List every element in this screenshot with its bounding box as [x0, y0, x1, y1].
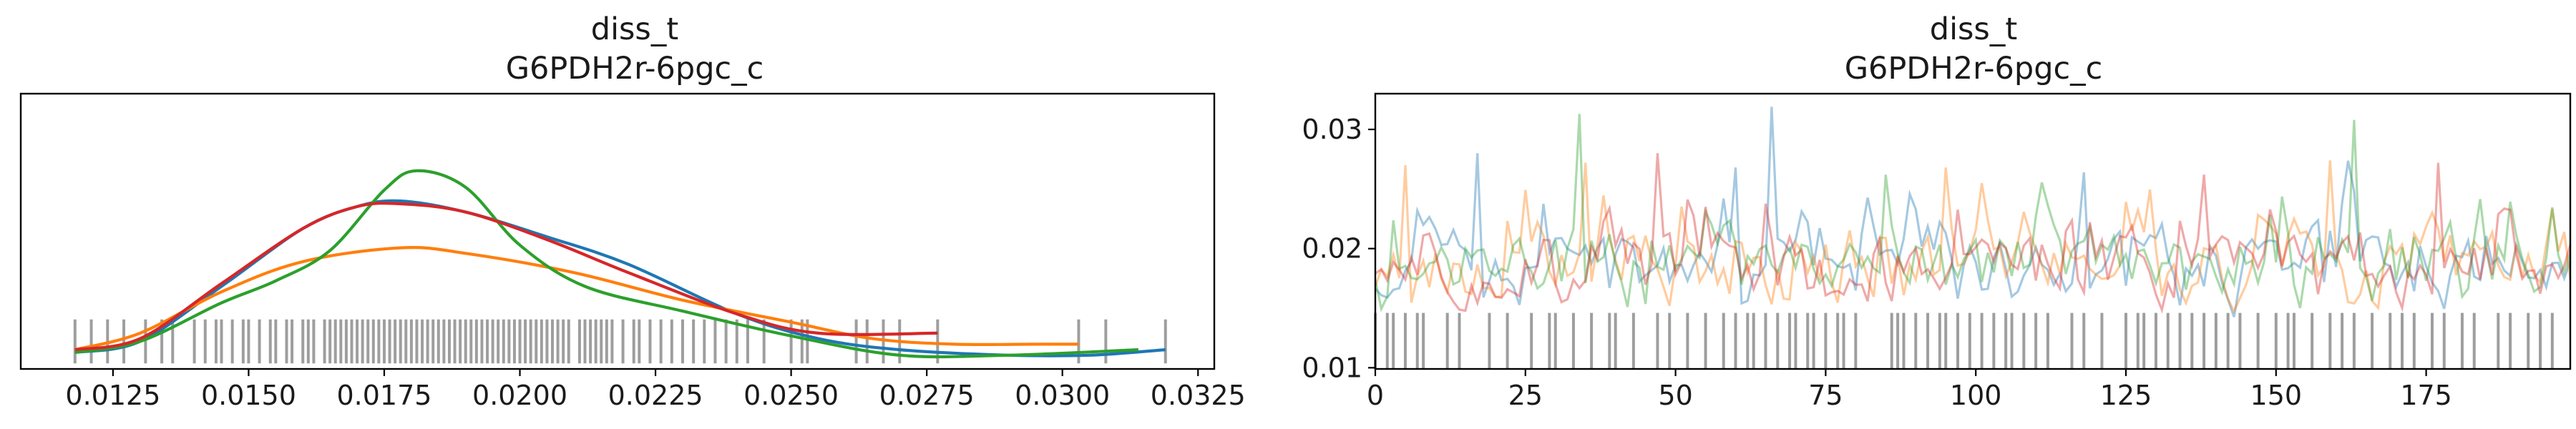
x-tick-label: 0.0175	[336, 380, 431, 411]
kde-curve-chain-1	[74, 246, 1079, 352]
x-tick-label: 125	[2100, 380, 2152, 411]
y-tick-label: 0.02	[1302, 233, 1362, 265]
x-tick-label: 0	[1367, 380, 1384, 411]
x-tick-label: 0.0200	[472, 380, 567, 411]
kde-curve-chain-0	[74, 199, 1166, 358]
kde-curve-chain-3	[74, 202, 938, 352]
kde-panel: diss_t G6PDH2r-6pgc_c 0.0125 0.0150 0.0175…	[19, 11, 1246, 411]
kde-x-axis: 0.0125 0.0150 0.0175 0.0200 0.0225 0.0250 0.02…	[65, 369, 1246, 411]
trace-line-chain-3	[1375, 153, 2572, 314]
x-tick-label: 25	[1508, 380, 1543, 411]
kde-subtitle: G6PDH2r-6pgc_c	[506, 51, 764, 87]
x-tick-label: 0.0125	[65, 380, 160, 411]
x-tick-label: 150	[2250, 380, 2303, 411]
trace-lines	[1374, 107, 2572, 317]
x-tick-label: 0.0250	[743, 380, 839, 411]
y-tick-label: 0.03	[1302, 114, 1362, 145]
trace-line-chain-1	[1374, 160, 2572, 315]
x-tick-label: 0.0150	[201, 380, 296, 411]
trace-panel: diss_t G6PDH2r-6pgc_c 0 25 50 75 100 125 150 17…	[1302, 11, 2572, 411]
x-tick-label: 175	[2400, 380, 2452, 411]
trace-subtitle: G6PDH2r-6pgc_c	[1845, 51, 2103, 87]
y-tick-label: 0.01	[1302, 352, 1362, 383]
x-tick-label: 0.0325	[1151, 380, 1246, 411]
kde-title: diss_t	[591, 11, 678, 47]
kde-curves	[74, 169, 1166, 359]
x-tick-label: 50	[1658, 380, 1692, 411]
trace-axes: 0 25 50 75 100 125 150 175 0.01 0.02 0.03	[1302, 92, 2572, 411]
trace-title: diss_t	[1930, 11, 2017, 47]
trace-plot-frame	[1374, 92, 2572, 370]
trace-line-chain-2	[1374, 114, 2572, 312]
x-tick-label: 100	[1950, 380, 2002, 411]
x-tick-label: 0.0275	[879, 380, 975, 411]
trace-divergence-marks	[1374, 312, 2554, 369]
kde-plot-frame	[19, 92, 1216, 370]
x-tick-label: 0.0300	[1015, 380, 1110, 411]
trace-line-chain-0	[1374, 107, 2572, 317]
x-tick-label: 0.0225	[608, 380, 703, 411]
kde-curve-chain-2	[74, 169, 1138, 359]
x-tick-label: 75	[1808, 380, 1843, 411]
